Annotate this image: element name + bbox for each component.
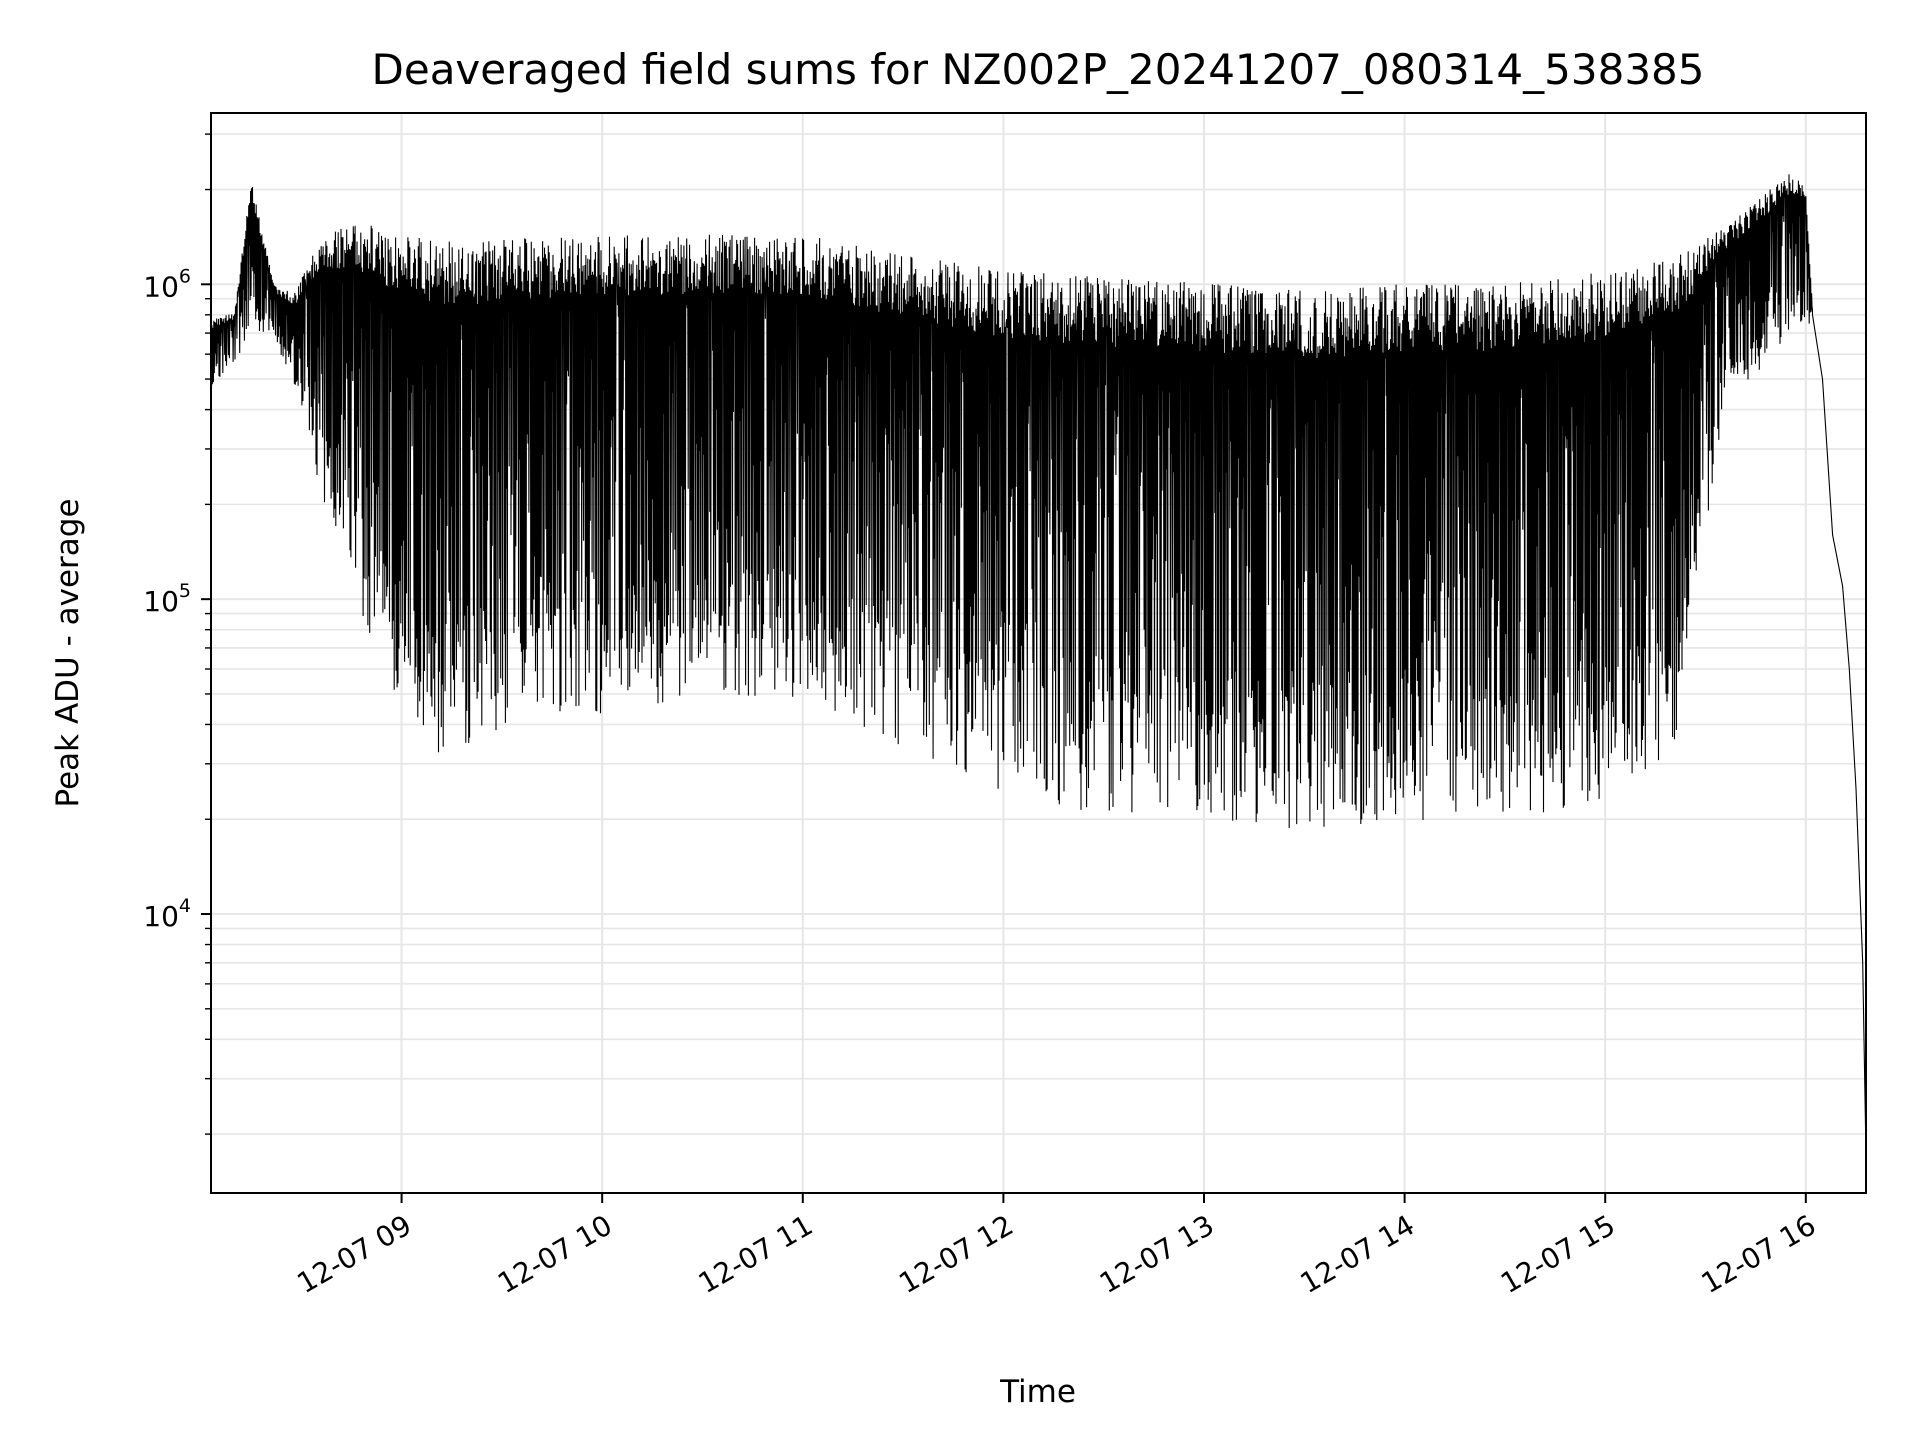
chart-title: Deaveraged field sums for NZ002P_2024120… <box>372 45 1705 94</box>
y-axis-label: Peak ADU - average <box>50 498 86 807</box>
y-tick-label: 104 <box>143 895 191 933</box>
plot-frame <box>210 112 1867 1194</box>
y-axis: 104 105 106 <box>143 133 211 1135</box>
y-tick-label: 106 <box>143 265 191 303</box>
data-series <box>210 174 1867 1157</box>
series-line <box>210 174 1867 1157</box>
x-axis-label: Time <box>999 1374 1076 1410</box>
y-tick-label: 105 <box>143 580 191 618</box>
